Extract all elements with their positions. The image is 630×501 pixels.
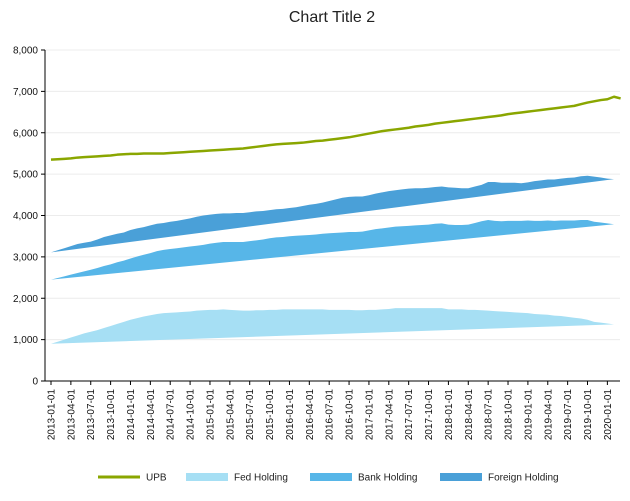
x-tick-label: 2020-01-01 [603, 389, 614, 441]
legend-label: Bank Holding [358, 473, 417, 484]
y-tick-label: 8,000 [13, 46, 38, 57]
legend: UPB Fed Holding Bank Holding Foreign Holdin… [98, 473, 559, 484]
legend-swatch [186, 473, 228, 481]
line-upb [50, 95, 621, 161]
y-tick-label: 4,000 [13, 211, 38, 222]
x-tick-label: 2017-01-01 [364, 389, 375, 441]
plot-lines [50, 95, 621, 161]
x-tick-label: 2015-10-01 [265, 389, 276, 441]
x-tick-label: 2013-07-01 [86, 389, 97, 441]
x-tick-label: 2018-01-01 [444, 389, 455, 441]
x-tick-label: 2017-10-01 [424, 389, 435, 441]
x-tick-label: 2015-04-01 [225, 389, 236, 441]
gridlines [45, 49, 620, 341]
legend-label: Foreign Holding [488, 473, 559, 484]
y-axis-ticks: 0 1,000 2,000 3,000 4,000 5,000 6,000 7,000 8,00… [13, 46, 45, 388]
x-tick-label: 2016-04-01 [305, 389, 316, 441]
x-axis-ticks: 2013-01-01 2013-04-01 2013-07-01 2013-10-01… [47, 381, 614, 440]
x-tick-label: 2015-07-01 [245, 389, 256, 441]
area-foreign-holding [51, 175, 614, 253]
y-tick-label: 5,000 [13, 170, 38, 181]
x-tick-label: 2013-04-01 [66, 389, 77, 441]
legend-label: Fed Holding [234, 473, 288, 484]
y-tick-label: 7,000 [13, 87, 38, 98]
x-tick-label: 2019-01-01 [523, 389, 534, 441]
legend-label: UPB [146, 473, 167, 484]
y-tick-label: 6,000 [13, 128, 38, 139]
x-tick-label: 2015-01-01 [205, 389, 216, 441]
x-tick-label: 2016-01-01 [285, 389, 296, 441]
x-tick-label: 2014-07-01 [166, 389, 177, 441]
plot-areas [51, 175, 614, 344]
legend-swatch [310, 473, 352, 481]
area-fed-holding [51, 308, 614, 344]
y-tick-label: 3,000 [13, 252, 38, 263]
x-tick-label: 2017-04-01 [384, 389, 395, 441]
x-tick-label: 2016-07-01 [325, 389, 336, 441]
y-tick-label: 0 [32, 377, 38, 388]
x-tick-label: 2018-10-01 [504, 389, 515, 441]
legend-swatch [440, 473, 482, 481]
x-tick-label: 2018-04-01 [464, 389, 475, 441]
x-tick-label: 2018-07-01 [484, 389, 495, 441]
x-tick-label: 2016-10-01 [345, 389, 356, 441]
y-tick-label: 1,000 [13, 335, 38, 346]
x-tick-label: 2017-07-01 [404, 389, 415, 441]
x-tick-label: 2019-04-01 [543, 389, 554, 441]
x-tick-label: 2014-01-01 [126, 389, 137, 441]
area-bank-holding [51, 220, 614, 280]
x-tick-label: 2019-10-01 [583, 389, 594, 441]
y-tick-label: 2,000 [13, 294, 38, 305]
chart-title: Chart Title 2 [289, 9, 375, 26]
x-tick-label: 2014-04-01 [146, 389, 157, 441]
x-tick-label: 2014-10-01 [186, 389, 197, 441]
x-tick-label: 2013-01-01 [47, 389, 58, 441]
x-tick-label: 2019-07-01 [563, 389, 574, 441]
x-tick-label: 2013-10-01 [106, 389, 117, 441]
